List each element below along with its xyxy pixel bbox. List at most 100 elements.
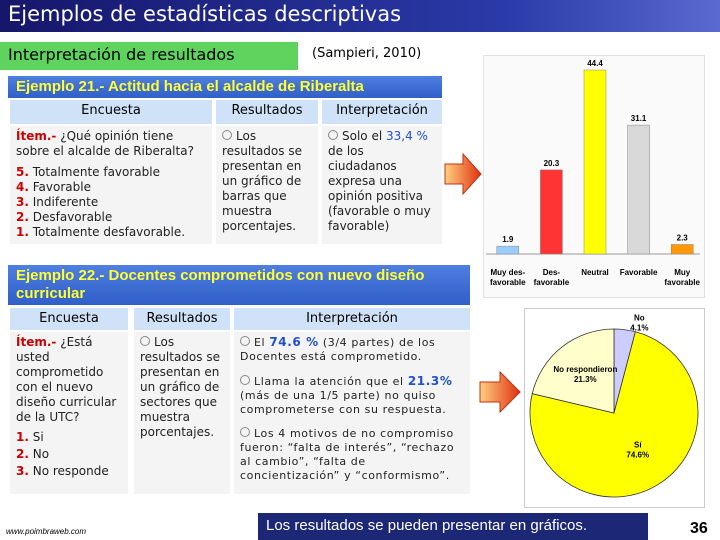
bar-chart: 1.9 20.3 44.4 31.1 2.3 Muy des-favorable Des-…	[483, 55, 705, 298]
bar	[540, 169, 563, 255]
page-number: 36	[690, 520, 708, 537]
option-number: 4.	[16, 180, 29, 194]
arrow-shape	[479, 370, 521, 414]
option: 1. Totalmente desfavorable.	[16, 225, 206, 240]
option-text: Totalmente desfavorable.	[32, 225, 186, 239]
item-label: Ítem.-	[16, 129, 57, 143]
column-header: Encuesta	[10, 100, 212, 124]
bullet	[240, 375, 250, 385]
option-text: Favorable	[32, 180, 91, 194]
example-title: Ejemplo 21.- Actitud hacia el alcalde de…	[8, 76, 442, 98]
slice-label: No respondieron	[553, 365, 617, 374]
option-text: No	[32, 447, 50, 461]
bar	[670, 244, 694, 255]
category-label: Neutral	[581, 268, 609, 277]
pie-slice	[531, 328, 615, 414]
option-number: 2.	[16, 210, 29, 224]
option-text: Totalmente favorable	[32, 165, 160, 179]
column-header: Resultados	[216, 100, 318, 124]
interpretation-cell: Solo el 33,4 % de los ciudadanos expresa…	[322, 126, 442, 244]
item-question: ¿Qué opinión tiene sobre el alcalde de R…	[16, 129, 194, 158]
text: (más de una 1/5 parte) no quiso comprome…	[240, 389, 447, 416]
bullet	[240, 427, 250, 437]
paragraph: Llama la atención que el 21.3% (más de u…	[240, 374, 464, 417]
column-header: Interpretación	[322, 100, 442, 124]
option-text: Desfavorable	[32, 210, 113, 224]
survey-cell: Ítem.- ¿Está usted comprometido con el n…	[10, 332, 128, 494]
option: 4. Favorable	[16, 180, 206, 195]
citation: (Sampieri, 2010)	[312, 46, 422, 61]
value-label: 2.3	[677, 233, 689, 242]
options: 1. Si 2. No 3. No responde	[16, 429, 122, 480]
value-label: 1.9	[502, 235, 514, 244]
arrow-shape	[444, 152, 482, 196]
pie-chart: No 4.1% Sí 74.6% No respondieron 21.3%	[524, 308, 705, 508]
option: 1. Si	[16, 429, 122, 446]
highlight: 74.6 %	[269, 335, 319, 349]
value-label: 44.4	[587, 59, 603, 68]
bullet	[240, 336, 250, 346]
option-number: 3.	[16, 195, 29, 209]
bullet	[328, 130, 338, 140]
bar	[627, 124, 650, 255]
bar	[496, 245, 520, 255]
slice-label: Sí	[634, 441, 642, 450]
item: Ítem.- ¿Está usted comprometido con el n…	[16, 335, 122, 425]
bar-chart-plot: 1.9 20.3 44.4 31.1 2.3	[486, 59, 700, 255]
option-number: 1.	[16, 430, 29, 444]
highlight: 21.3%	[407, 374, 453, 388]
item: Ítem.- ¿Qué opinión tiene sobre el alcal…	[16, 129, 206, 159]
option: 2. No	[16, 446, 122, 463]
option: 3. Indiferente	[16, 195, 206, 210]
option: 2. Desfavorable	[16, 210, 206, 225]
highlight: 33,4 %	[386, 129, 428, 143]
item-label: Ítem.-	[16, 335, 57, 349]
category-label: Muy favorable	[664, 268, 700, 287]
column-header: Encuesta	[10, 308, 128, 330]
results-cell: Los resultados se presentan en un gráfic…	[134, 332, 230, 494]
bullet	[140, 336, 150, 346]
item-question: ¿Está usted comprometido con el nuevo di…	[16, 335, 117, 424]
slide-title: Ejemplos de estadísticas descriptivas	[0, 0, 720, 32]
option-number: 3.	[16, 464, 29, 478]
paragraph: Los 4 motivos de no compromiso fueron: “…	[240, 427, 464, 483]
paragraph: El 74.6 % (3/4 partes) de los Docentes e…	[240, 335, 464, 364]
subtitle: Interpretación de resultados	[0, 42, 298, 70]
text: (3/4 partes) de los Docentes está compro…	[240, 336, 436, 363]
column-header: Resultados	[134, 308, 230, 330]
example-title: Ejemplo 22.- Docentes comprometidos con …	[8, 265, 470, 305]
text: Llama la atención que el	[254, 375, 404, 388]
results-cell: Los resultados se presentan en un gráfic…	[216, 126, 318, 244]
slice-label: No	[634, 314, 645, 323]
option-text: Si	[32, 430, 44, 444]
text: Solo el	[342, 129, 383, 143]
slice-value-label: 4.1%	[630, 324, 648, 333]
website: www.poimbraweb.com	[6, 527, 87, 536]
value-label: 31.1	[631, 114, 647, 123]
text: Los 4 motivos de no compromiso fueron: “…	[240, 427, 455, 482]
category-label: Des-favorable	[533, 268, 570, 287]
bullet	[222, 130, 232, 140]
results-text: Los resultados se presentan en un gráfic…	[222, 129, 302, 233]
interpretation-cell: El 74.6 % (3/4 partes) de los Docentes e…	[234, 332, 470, 494]
option: 3. No responde	[16, 463, 122, 480]
option-number: 2.	[16, 447, 29, 461]
category-label: Muy des-favorable	[490, 268, 526, 287]
arrow	[444, 152, 482, 196]
pie-slice	[529, 331, 699, 498]
arrow	[479, 370, 521, 414]
slice-value-label: 21.3%	[574, 375, 597, 384]
text: El	[254, 336, 266, 349]
column-header: Interpretación	[234, 308, 470, 330]
text: de los ciudadanos expresa una opinión po…	[328, 144, 431, 233]
bar	[583, 69, 607, 255]
slice-value-label: 74.6%	[626, 451, 649, 460]
option-number: 5.	[16, 165, 29, 179]
option-text: Indiferente	[32, 195, 99, 209]
option-number: 1.	[16, 225, 29, 239]
value-label: 20.3	[544, 159, 560, 168]
option-text: No responde	[32, 464, 109, 478]
conclusion: Los resultados se pueden presentar en gr…	[258, 513, 648, 540]
